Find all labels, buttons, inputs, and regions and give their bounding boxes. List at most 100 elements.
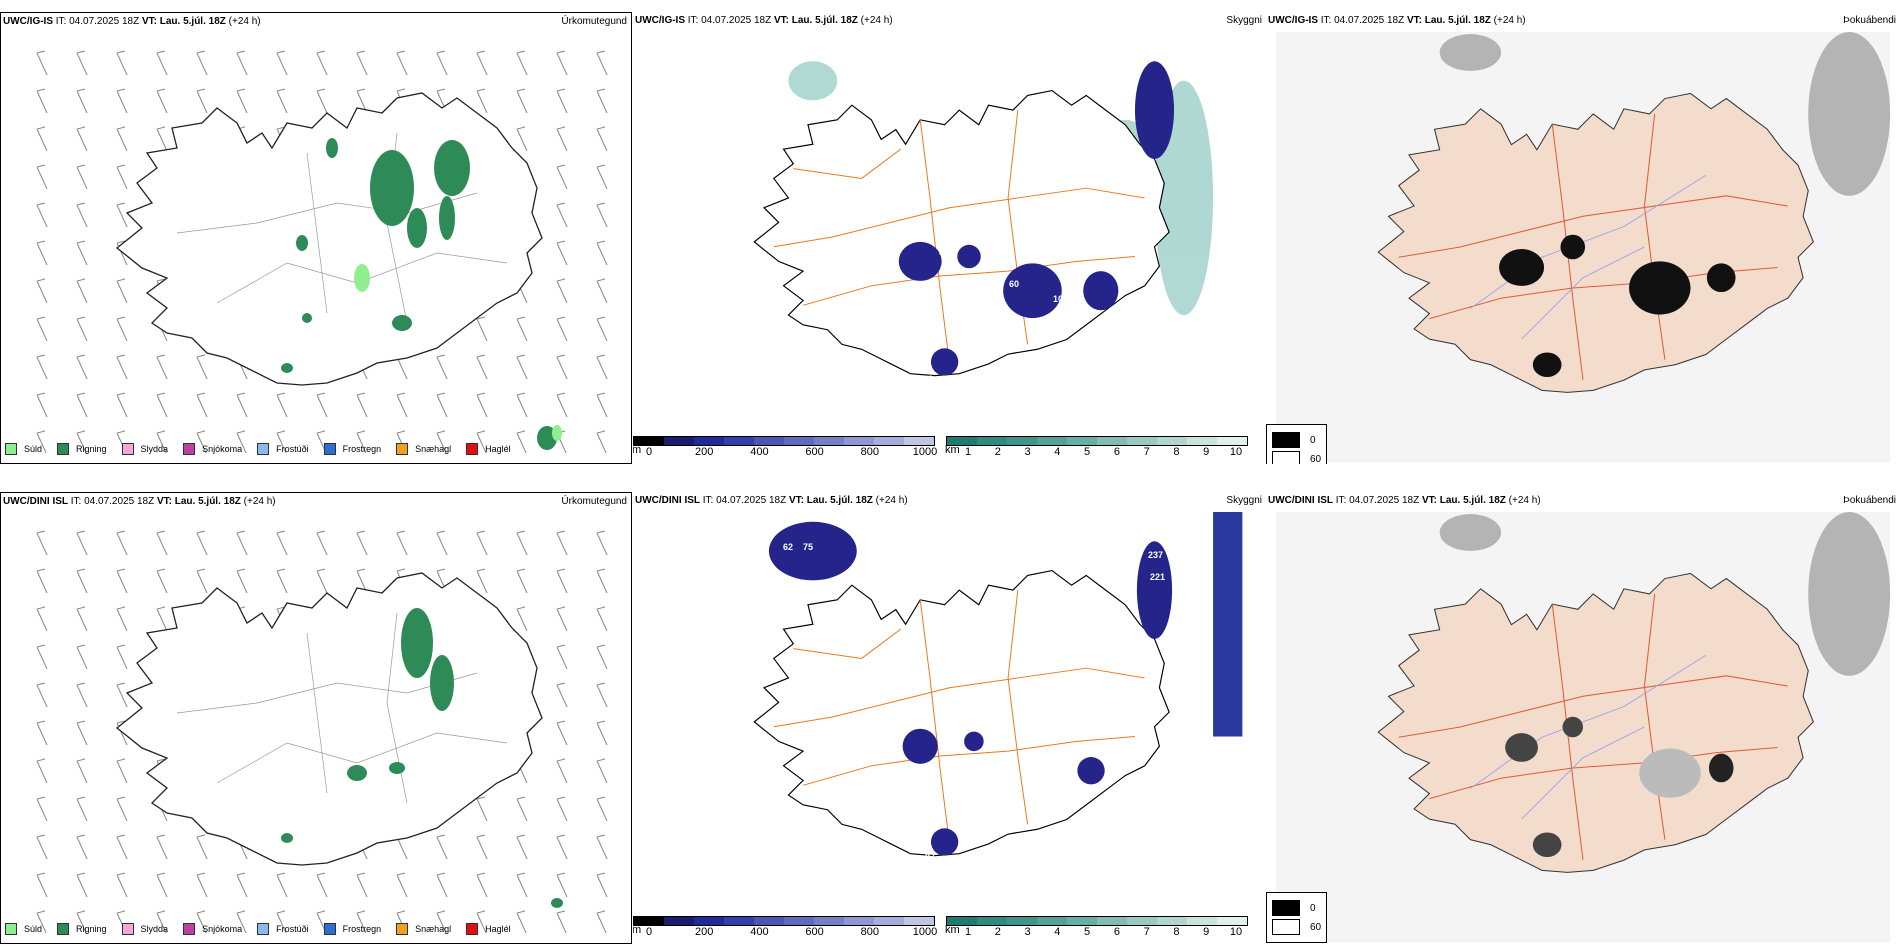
wind-barb-icon — [596, 834, 608, 860]
wind-barb-icon — [236, 568, 248, 594]
legend-swatch — [5, 443, 17, 455]
wind-barb-icon — [596, 278, 608, 304]
wind-barb-icon — [156, 834, 168, 860]
colorbar-segment — [634, 917, 664, 925]
wind-barb-icon — [36, 278, 48, 304]
colorbar-tick: 2 — [994, 446, 1001, 458]
wind-barb-icon — [76, 758, 88, 784]
panel-title: Úrkomutegund — [561, 16, 627, 27]
wind-barb-icon — [556, 392, 568, 418]
wind-barb-icon — [556, 606, 568, 632]
legend-item: Frostregn — [323, 443, 381, 455]
cloud-base-colorbar: 0 200 400 600 800 1000 m — [633, 436, 938, 460]
colorbar-tick: 1000 — [912, 446, 938, 458]
wind-barb-icon — [116, 758, 128, 784]
panel-header: UWC/DINI ISL IT: 04.07.2025 18Z VT: Lau.… — [635, 495, 908, 506]
wind-barb-icon — [76, 430, 87, 453]
wind-barb-icon — [596, 202, 608, 228]
wind-barb-icon — [556, 316, 568, 342]
wind-barb-icon — [36, 430, 47, 453]
colorbar-tick: 400 — [750, 446, 769, 458]
wind-barb-icon — [596, 164, 608, 190]
wind-barb-icon — [436, 50, 448, 76]
wind-barb-icon — [516, 910, 527, 933]
wind-barb-icon — [36, 720, 48, 746]
fog-legend-value: 0 — [1310, 434, 1316, 446]
wind-barb-icon — [276, 88, 288, 114]
wind-barb-icon — [436, 834, 448, 860]
colorbar-segment — [904, 437, 934, 445]
cloud-map — [753, 61, 1214, 377]
cloud-value-label: 170 — [1160, 42, 1176, 52]
panel-header: UWC/IG-IS IT: 04.07.2025 18Z VT: Lau. 5.… — [635, 15, 893, 26]
wind-barb-icon — [116, 316, 128, 342]
wind-barb-icon — [436, 392, 448, 418]
colorbar-tick: 9 — [1203, 926, 1210, 938]
wind-barb-icon — [596, 758, 608, 784]
legend-item: Haglél — [466, 443, 511, 455]
legend-label: Slydda — [140, 924, 169, 934]
wind-barb-icon — [316, 50, 328, 76]
wind-barb-icon — [556, 530, 568, 556]
cloud-value-label: 22 — [1123, 157, 1134, 167]
wind-barb-icon — [276, 530, 288, 556]
legend-label: Snjókoma — [202, 444, 243, 454]
wind-barb-icon — [596, 720, 608, 746]
panel-title: Úrkomutegund — [561, 496, 627, 507]
colorbar-segment — [874, 917, 904, 925]
wind-barb-icon — [236, 530, 248, 556]
panel-header: UWC/IG-IS IT: 04.07.2025 18Z VT: Lau. 5.… — [1268, 15, 1526, 26]
legend-label: Frostúði — [276, 444, 309, 454]
legend-swatch — [257, 923, 270, 935]
colorbar-tick: 4 — [1054, 446, 1061, 458]
wind-barb-icon — [76, 720, 88, 746]
wind-barb-icon — [356, 530, 368, 556]
cloud-value-label: 75 — [803, 542, 814, 552]
colorbar-segment — [844, 437, 874, 445]
wind-barb-icon — [556, 910, 567, 933]
wind-barb-icon — [36, 568, 48, 594]
wind-barb-icon — [476, 430, 487, 453]
cloud-value-label: 27 — [925, 852, 936, 862]
wind-barb-icon — [196, 872, 208, 898]
legend-item: Súld — [5, 443, 42, 455]
colorbar-segment — [1217, 917, 1247, 925]
wind-barb-icon — [36, 872, 48, 898]
legend-swatch — [396, 923, 409, 935]
colorbar-tick: 9 — [1203, 446, 1210, 458]
wind-barb-icon — [556, 240, 568, 266]
colorbar-tick: 6 — [1113, 446, 1120, 458]
wind-barb-icon — [476, 530, 488, 556]
wind-barb-icon — [356, 910, 367, 933]
colorbar-segment — [1127, 917, 1157, 925]
fog-legend-value: 60 — [1310, 921, 1322, 933]
colorbar-tick: 0 — [645, 446, 653, 458]
cloud-panel-2: UWC/DINI ISL IT: 04.07.2025 18Z VT: Lau.… — [633, 492, 1266, 944]
fog-map — [1275, 512, 1891, 942]
wind-barb-icon — [76, 834, 88, 860]
wind-barb-icon — [36, 50, 48, 76]
wind-barb-icon — [316, 530, 328, 556]
colorbar-segment — [724, 437, 754, 445]
wind-barb-icon — [196, 392, 208, 418]
wind-barb-icon — [516, 50, 528, 76]
cloud-value-label: 84 — [880, 272, 891, 282]
wind-barb-icon — [116, 834, 128, 860]
rain-areas — [281, 138, 557, 450]
colorbar-segment — [1067, 917, 1097, 925]
wind-barb-icon — [596, 50, 608, 76]
colorbar-segment — [1157, 917, 1187, 925]
wind-barb-icon — [476, 50, 488, 76]
wind-barb-icon — [76, 568, 88, 594]
cloud-value-label: 62 — [783, 542, 794, 552]
colorbar-segment — [724, 917, 754, 925]
wind-barb-icon — [596, 354, 608, 380]
wind-barb-icon — [476, 88, 488, 114]
colorbar-tick: 600 — [805, 446, 824, 458]
legend-item: Snæhagl — [396, 443, 451, 455]
rain-areas — [281, 608, 563, 908]
fog-legend-row: 60 — [1272, 919, 1321, 935]
wind-barb-icon — [596, 910, 607, 933]
colorbar-segment — [1157, 437, 1187, 445]
legend-label: Súld — [24, 924, 43, 934]
